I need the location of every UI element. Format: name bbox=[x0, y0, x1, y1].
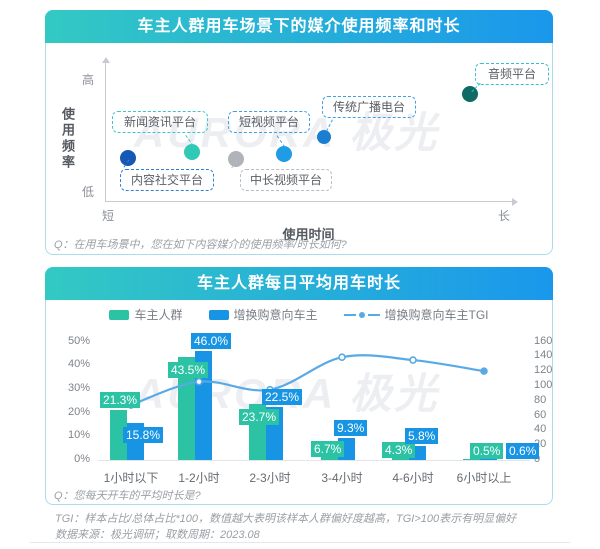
right-tick-40: 40 bbox=[534, 423, 547, 436]
scatter-dot-2 bbox=[228, 151, 245, 168]
legend-swatch-owner bbox=[109, 309, 130, 320]
x-axis-baseline bbox=[98, 460, 530, 461]
right-tick-100: 100 bbox=[534, 378, 553, 391]
bar-owner-5 bbox=[463, 458, 480, 460]
value-label-owner-3: 6.7% bbox=[311, 441, 345, 458]
right-tick-60: 60 bbox=[534, 408, 547, 421]
value-label-intender-1: 46.0% bbox=[191, 332, 232, 349]
left-tick-40: 40% bbox=[67, 358, 90, 371]
legend-item-owner: 车主人群 bbox=[109, 306, 183, 323]
tgi-marker-5 bbox=[480, 367, 488, 375]
bottom-divider bbox=[30, 542, 570, 543]
y-axis-title: 使用频率 bbox=[60, 107, 75, 171]
scatter-dot-1 bbox=[184, 144, 201, 161]
x-long-label: 长 bbox=[498, 209, 511, 223]
scatter-label-3: 短视频平台 bbox=[228, 111, 310, 133]
tgi-marker-4 bbox=[409, 356, 417, 364]
right-tick-80: 80 bbox=[534, 393, 547, 406]
category-label-2: 2-3小时 bbox=[249, 471, 291, 485]
y-axis-line bbox=[105, 63, 106, 201]
scatter-dot-5 bbox=[462, 85, 479, 102]
legend-label-owner: 车主人群 bbox=[134, 308, 183, 322]
category-label-1: 1-2小时 bbox=[178, 471, 220, 485]
scatter-label-4: 传统广播电台 bbox=[322, 96, 416, 118]
value-label-intender-3: 9.3% bbox=[334, 419, 368, 436]
scatter-dot-0 bbox=[120, 150, 137, 167]
left-tick-0: 0% bbox=[74, 453, 90, 465]
tgi-line bbox=[127, 353, 488, 409]
value-label-intender-5: 0.6% bbox=[506, 443, 540, 459]
y-low-label: 低 bbox=[82, 185, 95, 199]
value-label-intender-2: 22.5% bbox=[262, 388, 303, 405]
right-tick-160: 160 bbox=[534, 334, 553, 347]
panel2-title: 车主人群每日平均用车时长 bbox=[45, 267, 553, 300]
left-tick-20: 20% bbox=[67, 405, 90, 418]
scatter-label-1: 新闻资讯平台 bbox=[112, 111, 208, 133]
chart-legend: 车主人群 增换购意向车主 增换购意向车主TGI bbox=[46, 306, 552, 323]
legend-label-intender: 增换购意向车主 bbox=[233, 308, 318, 322]
scatter-label-2: 中长视频平台 bbox=[240, 169, 332, 191]
value-label-intender-0: 15.8% bbox=[123, 426, 164, 443]
right-tick-0: 0 bbox=[534, 453, 541, 465]
value-label-owner-1: 43.5% bbox=[168, 361, 209, 378]
category-label-5: 6小时以上 bbox=[456, 471, 512, 485]
value-label-intender-4: 5.8% bbox=[405, 428, 439, 445]
panel2-question: Q：您每天开车的平均时长是? bbox=[54, 490, 201, 502]
category-label-4: 4-6小时 bbox=[392, 471, 434, 485]
panel1-question: Q：在用车场景中，您在如下内容媒介的使用频率/时长如何? bbox=[54, 239, 347, 251]
y-high-label: 高 bbox=[82, 73, 95, 87]
value-label-owner-4: 4.3% bbox=[382, 441, 416, 458]
panel-driving-duration: 车主人群每日平均用车时长 AURORA 极光 车主人群 增换购意向车主 增换购意… bbox=[45, 267, 553, 505]
legend-item-intender: 增换购意向车主 bbox=[208, 306, 318, 323]
x-axis-title: 使用时间 bbox=[282, 227, 335, 242]
category-label-0: 1小时以下 bbox=[103, 471, 159, 485]
left-tick-30: 30% bbox=[67, 381, 90, 394]
y-axis-arrow-icon bbox=[102, 57, 110, 63]
left-tick-50: 50% bbox=[67, 334, 90, 347]
scatter-dot-3 bbox=[276, 146, 293, 163]
tgi-marker-3 bbox=[338, 353, 346, 362]
source-footnote: 数据来源：极光调研；取数周期：2023.08 bbox=[55, 529, 260, 541]
bar-intender-5 bbox=[480, 458, 497, 460]
panel1-title: 车主人群用车场景下的媒介使用频率和时长 bbox=[45, 10, 553, 43]
value-label-owner-0: 21.3% bbox=[100, 391, 141, 408]
tgi-marker-1 bbox=[195, 377, 203, 386]
legend-label-tgi: 增换购意向车主TGI bbox=[384, 308, 489, 322]
right-tick-140: 140 bbox=[534, 349, 553, 362]
legend-swatch-intender bbox=[208, 309, 229, 320]
left-tick-10: 10% bbox=[67, 429, 90, 442]
scatter-dot-4 bbox=[316, 129, 331, 144]
scatter-label-5: 音频平台 bbox=[475, 63, 549, 85]
value-label-owner-5: 0.5% bbox=[470, 443, 504, 459]
x-axis-line bbox=[105, 201, 512, 202]
legend-item-tgi: 增换购意向车主TGI bbox=[343, 306, 489, 323]
panel-media-usage: 车主人群用车场景下的媒介使用频率和时长 AURORA 极光 高 低 短 长 使用… bbox=[45, 10, 553, 255]
legend-line-symbol bbox=[343, 310, 380, 320]
x-short-label: 短 bbox=[102, 209, 115, 223]
bar-owner-0 bbox=[110, 409, 127, 460]
x-axis-arrow-icon bbox=[512, 198, 518, 206]
right-tick-120: 120 bbox=[534, 364, 553, 377]
value-label-owner-2: 23.7% bbox=[239, 408, 280, 425]
tgi-footnote: TGI：样本占比/总体占比*100，数值越大表明该样本人群偏好度越高，TGI>1… bbox=[55, 513, 517, 525]
category-label-3: 3-4小时 bbox=[321, 471, 363, 485]
scatter-label-0: 内容社交平台 bbox=[120, 169, 214, 191]
